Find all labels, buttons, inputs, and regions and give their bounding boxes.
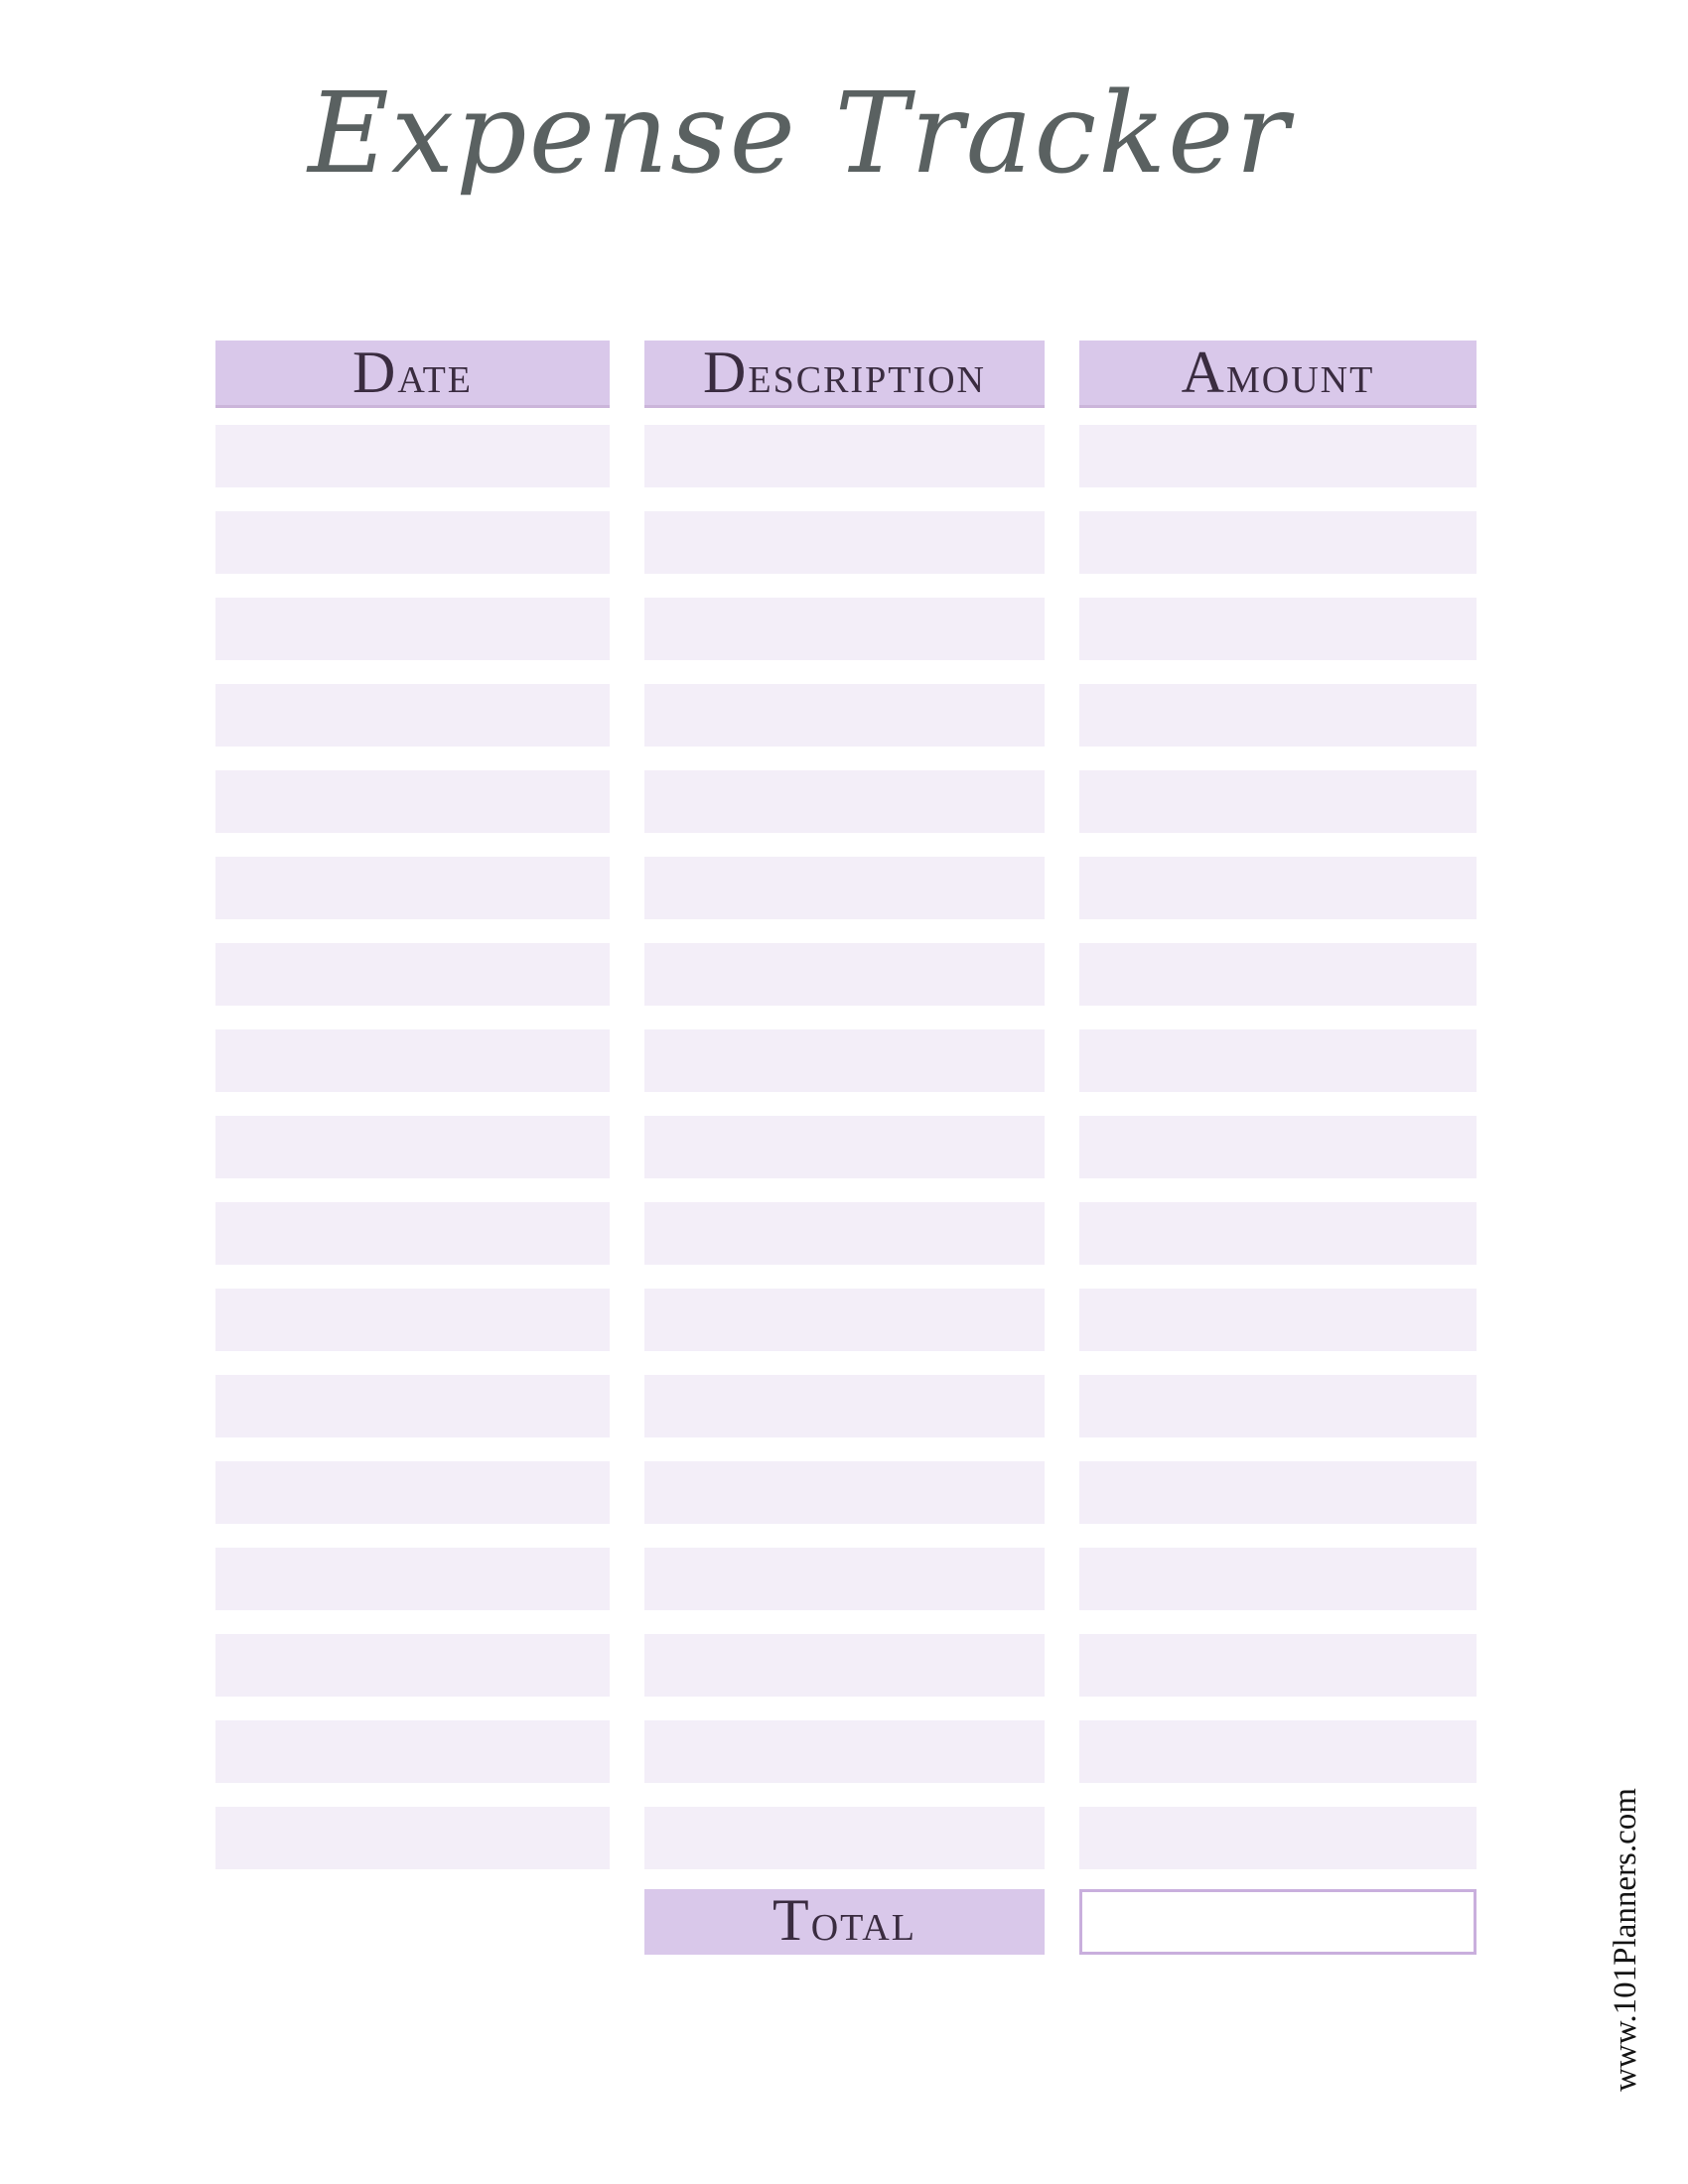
table-row bbox=[215, 1029, 1477, 1092]
description-cell[interactable] bbox=[644, 598, 1045, 660]
date-cell[interactable] bbox=[215, 1461, 610, 1524]
description-cell[interactable] bbox=[644, 1720, 1045, 1783]
table-row bbox=[215, 1720, 1477, 1783]
table-row bbox=[215, 598, 1477, 660]
description-cell[interactable] bbox=[644, 1807, 1045, 1869]
amount-cell[interactable] bbox=[1079, 425, 1477, 487]
column-header-date: Date bbox=[215, 340, 610, 408]
column-header-amount: Amount bbox=[1079, 340, 1477, 408]
description-cell[interactable] bbox=[644, 1029, 1045, 1092]
table-row bbox=[215, 1807, 1477, 1869]
total-amount-box[interactable] bbox=[1079, 1889, 1477, 1955]
description-cell[interactable] bbox=[644, 425, 1045, 487]
date-cell[interactable] bbox=[215, 425, 610, 487]
date-cell[interactable] bbox=[215, 1634, 610, 1697]
table-row bbox=[215, 1116, 1477, 1178]
amount-cell[interactable] bbox=[1079, 684, 1477, 747]
date-cell[interactable] bbox=[215, 1720, 610, 1783]
table-row bbox=[215, 1548, 1477, 1610]
description-cell[interactable] bbox=[644, 1202, 1045, 1265]
page-title: Expense Tracker bbox=[308, 69, 1291, 199]
amount-cell[interactable] bbox=[1079, 1548, 1477, 1610]
description-cell[interactable] bbox=[644, 1634, 1045, 1697]
date-cell[interactable] bbox=[215, 598, 610, 660]
table-row bbox=[215, 684, 1477, 747]
table-row bbox=[215, 857, 1477, 919]
table-row bbox=[215, 943, 1477, 1006]
date-cell[interactable] bbox=[215, 943, 610, 1006]
column-header-description: Description bbox=[644, 340, 1045, 408]
table-row bbox=[215, 1634, 1477, 1697]
description-cell[interactable] bbox=[644, 1289, 1045, 1351]
description-cell[interactable] bbox=[644, 684, 1045, 747]
date-cell[interactable] bbox=[215, 511, 610, 574]
description-cell[interactable] bbox=[644, 1116, 1045, 1178]
amount-cell[interactable] bbox=[1079, 943, 1477, 1006]
date-cell[interactable] bbox=[215, 770, 610, 833]
table-row bbox=[215, 1202, 1477, 1265]
date-cell[interactable] bbox=[215, 1029, 610, 1092]
description-cell[interactable] bbox=[644, 1548, 1045, 1610]
date-cell[interactable] bbox=[215, 857, 610, 919]
table-row bbox=[215, 425, 1477, 487]
amount-cell[interactable] bbox=[1079, 1289, 1477, 1351]
total-label: Total bbox=[644, 1887, 1045, 1955]
description-cell[interactable] bbox=[644, 511, 1045, 574]
amount-cell[interactable] bbox=[1079, 1116, 1477, 1178]
amount-cell[interactable] bbox=[1079, 1029, 1477, 1092]
table-row bbox=[215, 1289, 1477, 1351]
description-cell[interactable] bbox=[644, 943, 1045, 1006]
description-cell[interactable] bbox=[644, 857, 1045, 919]
date-cell[interactable] bbox=[215, 1807, 610, 1869]
amount-cell[interactable] bbox=[1079, 857, 1477, 919]
date-cell[interactable] bbox=[215, 684, 610, 747]
description-cell[interactable] bbox=[644, 770, 1045, 833]
table-row bbox=[215, 1461, 1477, 1524]
description-cell[interactable] bbox=[644, 1375, 1045, 1437]
description-cell[interactable] bbox=[644, 1461, 1045, 1524]
date-cell[interactable] bbox=[215, 1375, 610, 1437]
amount-cell[interactable] bbox=[1079, 1634, 1477, 1697]
amount-cell[interactable] bbox=[1079, 1202, 1477, 1265]
amount-cell[interactable] bbox=[1079, 1720, 1477, 1783]
date-cell[interactable] bbox=[215, 1289, 610, 1351]
amount-cell[interactable] bbox=[1079, 1461, 1477, 1524]
table-row bbox=[215, 1375, 1477, 1437]
table-header-row: Date Description Amount bbox=[215, 340, 1477, 408]
amount-cell[interactable] bbox=[1079, 770, 1477, 833]
amount-cell[interactable] bbox=[1079, 511, 1477, 574]
date-cell[interactable] bbox=[215, 1202, 610, 1265]
website-watermark: www.101Planners.com bbox=[1608, 1788, 1643, 2092]
table-rows bbox=[215, 425, 1477, 1869]
amount-cell[interactable] bbox=[1079, 1807, 1477, 1869]
table-footer-row: Total bbox=[215, 1887, 1477, 1955]
amount-cell[interactable] bbox=[1079, 1375, 1477, 1437]
date-cell[interactable] bbox=[215, 1548, 610, 1610]
amount-cell[interactable] bbox=[1079, 598, 1477, 660]
table-row bbox=[215, 770, 1477, 833]
date-cell[interactable] bbox=[215, 1116, 610, 1178]
table-row bbox=[215, 511, 1477, 574]
